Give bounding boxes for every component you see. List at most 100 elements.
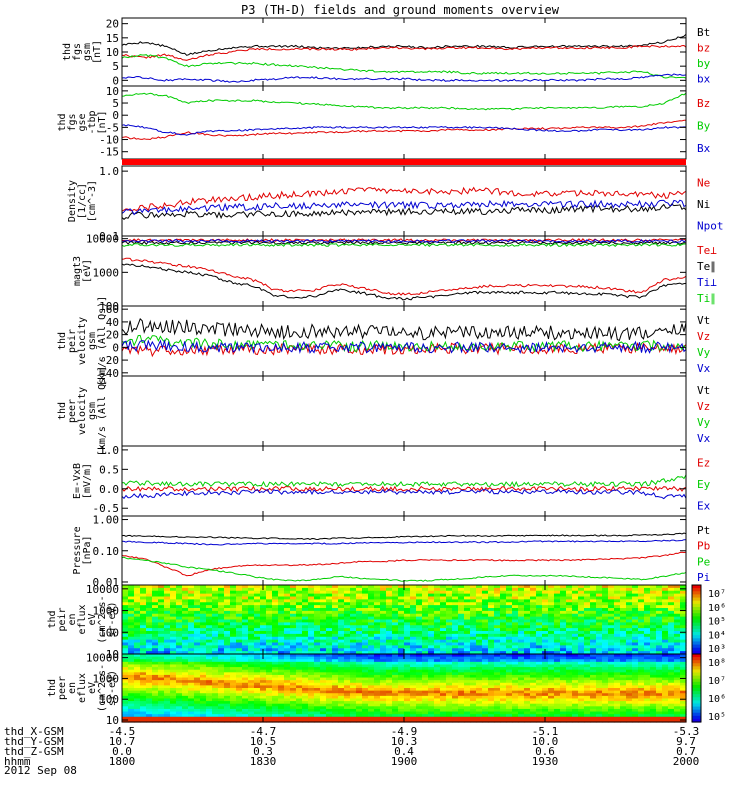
spectrogram-cell (542, 698, 549, 702)
spectrogram-cell (248, 708, 255, 713)
spectrogram-cell (380, 648, 387, 652)
spectrogram-cell (404, 690, 411, 694)
spectrogram-cell (218, 664, 225, 668)
spectrogram-cell (638, 619, 645, 623)
spectrogram-cell (668, 669, 675, 673)
spectrogram-cell (446, 719, 453, 723)
spectrogram-cell (290, 602, 297, 606)
spectrogram-cell (368, 645, 375, 649)
spectrogram-cell (182, 616, 189, 621)
spectrogram-cell (182, 645, 189, 649)
spectrogram-cell (368, 695, 375, 700)
spectrogram-cell (398, 596, 405, 600)
spectrogram-cell (272, 602, 279, 606)
spectrogram-cell (518, 654, 525, 658)
spectrogram-cell (392, 625, 399, 629)
spectrogram-cell (314, 648, 321, 652)
spectrogram-cell (662, 698, 669, 702)
spectrogram-cell (218, 596, 225, 600)
spectrogram-cell (494, 619, 501, 623)
spectrogram-cell (326, 625, 333, 629)
spectrogram-cell (512, 693, 519, 697)
spectrogram-cell (602, 613, 609, 618)
spectrogram-cell (266, 585, 273, 589)
spectrogram-cell (572, 677, 579, 681)
spectrogram-cell (182, 719, 189, 723)
spectrogram-cell (386, 685, 393, 689)
spectrogram-cell (380, 642, 387, 646)
spectrogram-cell (278, 642, 285, 646)
spectrogram-cell (590, 669, 597, 673)
spectrogram-cell (284, 693, 291, 697)
spectrogram-cell (314, 682, 321, 686)
spectrogram-cell (278, 622, 285, 626)
spectrogram-cell (656, 605, 663, 609)
spectrogram-cell (170, 648, 177, 652)
spectrogram-cell (530, 690, 537, 694)
spectrogram-cell (560, 596, 567, 600)
spectrogram-cell (296, 685, 303, 689)
spectrogram-cell (584, 602, 591, 606)
spectrogram-cell (344, 716, 351, 720)
spectrogram-cell (362, 695, 369, 700)
spectrogram-cell (338, 619, 345, 623)
spectrogram-cell (560, 674, 567, 679)
spectrogram-cell (194, 596, 201, 600)
spectrogram-cell (134, 593, 141, 598)
spectrogram-cell (602, 701, 609, 705)
spectrogram-cell (518, 587, 525, 592)
spectrogram-cell (248, 633, 255, 638)
spectrogram-cell (524, 593, 531, 598)
spectrogram-cell (164, 651, 171, 655)
spectrogram-cell (194, 651, 201, 655)
spectrogram-cell (428, 667, 435, 671)
spectrogram-cell (452, 625, 459, 629)
spectrogram-cell (470, 585, 477, 589)
spectrogram-cell (308, 661, 315, 666)
spectrogram-cell (326, 677, 333, 681)
spectrogram-cell (248, 648, 255, 652)
spectrogram-cell (452, 659, 459, 663)
spectrogram-cell (656, 695, 663, 700)
spectrogram-cell (338, 610, 345, 615)
spectrogram-cell (158, 682, 165, 686)
spectrogram-cell (458, 695, 465, 700)
spectrogram-cell (230, 706, 237, 710)
spectrogram-cell (404, 605, 411, 609)
spectrogram-cell (608, 690, 615, 694)
spectrogram-cell (308, 585, 315, 589)
spectrogram-cell (500, 648, 507, 652)
spectrogram-cell (644, 680, 651, 684)
spectrogram-cells (122, 585, 687, 655)
spectrogram-cell (464, 693, 471, 697)
spectrogram-cell (182, 674, 189, 679)
spectrogram-cell (650, 636, 657, 641)
spectrogram-cell (362, 639, 369, 644)
spectrogram-cell (290, 645, 297, 649)
spectrogram-cell (332, 654, 339, 658)
spectrogram-cell (152, 688, 159, 692)
spectrogram-cell (452, 628, 459, 632)
spectrogram-cell (164, 690, 171, 694)
series-by (121, 54, 687, 79)
spectrogram-cell (380, 613, 387, 618)
plot-title: P3 (TH-D) fields and ground moments over… (241, 3, 560, 17)
spectrogram-cell (416, 685, 423, 689)
spectrogram-cell (452, 590, 459, 595)
spectrogram-cell (596, 642, 603, 646)
spectrogram-cell (152, 633, 159, 638)
spectrogram-cell (596, 698, 603, 702)
spectrogram-cell (170, 677, 177, 681)
spectrogram-cell (260, 680, 267, 684)
spectrogram-cell (662, 651, 669, 655)
spectrogram-cell (434, 682, 441, 686)
spectrogram-cell (464, 677, 471, 681)
spectrogram-cell (518, 674, 525, 679)
spectrogram-cell (200, 688, 207, 692)
spectrogram-cell (578, 714, 585, 718)
y-tick-label: -20 (99, 354, 119, 367)
spectrogram-cell (446, 693, 453, 697)
spectrogram-cell (356, 698, 363, 702)
spectrogram-cell (230, 631, 237, 635)
spectrogram-cell (476, 651, 483, 655)
